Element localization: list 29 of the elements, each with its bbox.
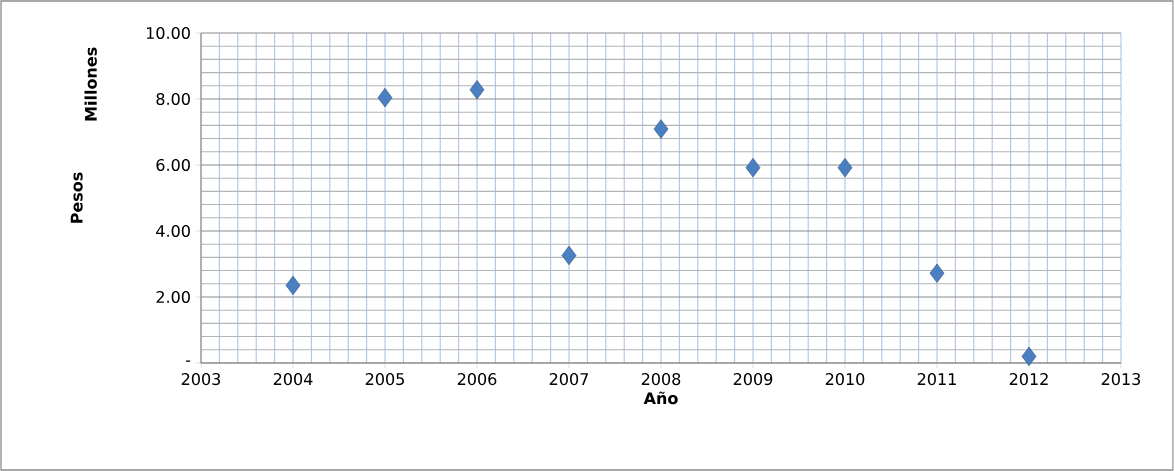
x-tick-label: 2009 <box>733 373 773 386</box>
y-tick-label: 6.00 <box>156 158 190 172</box>
y-tick-label: - <box>185 360 191 362</box>
x-tick-label: 2008 <box>641 373 681 386</box>
point <box>469 80 485 100</box>
point <box>561 245 577 266</box>
y-axis-title: Pesos <box>70 172 83 223</box>
y-tick-label: 8.00 <box>156 92 190 106</box>
point <box>377 88 393 108</box>
x-tick-label: 2005 <box>365 373 404 386</box>
y-tick-label: 10.00 <box>146 26 190 40</box>
point <box>745 157 761 178</box>
x-tick-label: 2011 <box>917 373 956 386</box>
x-tick-label: 2007 <box>549 373 588 386</box>
point <box>653 119 669 139</box>
y-tick-label: 4.00 <box>156 224 190 238</box>
x-tick-label: 2003 <box>181 373 221 386</box>
point <box>1021 346 1037 367</box>
x-tick-label: 2004 <box>273 373 313 386</box>
x-tick-label: 2010 <box>825 373 865 386</box>
point <box>837 157 853 178</box>
x-tick-label: 2013 <box>1101 373 1141 386</box>
x-tick-label: 2006 <box>457 373 497 386</box>
point <box>929 263 945 283</box>
text: Millones <box>84 47 97 121</box>
x-tick-label: 2012 <box>1009 373 1048 386</box>
point <box>285 275 301 296</box>
x-axis-title: Año <box>643 391 678 405</box>
y-tick-label: 2.00 <box>156 290 190 304</box>
